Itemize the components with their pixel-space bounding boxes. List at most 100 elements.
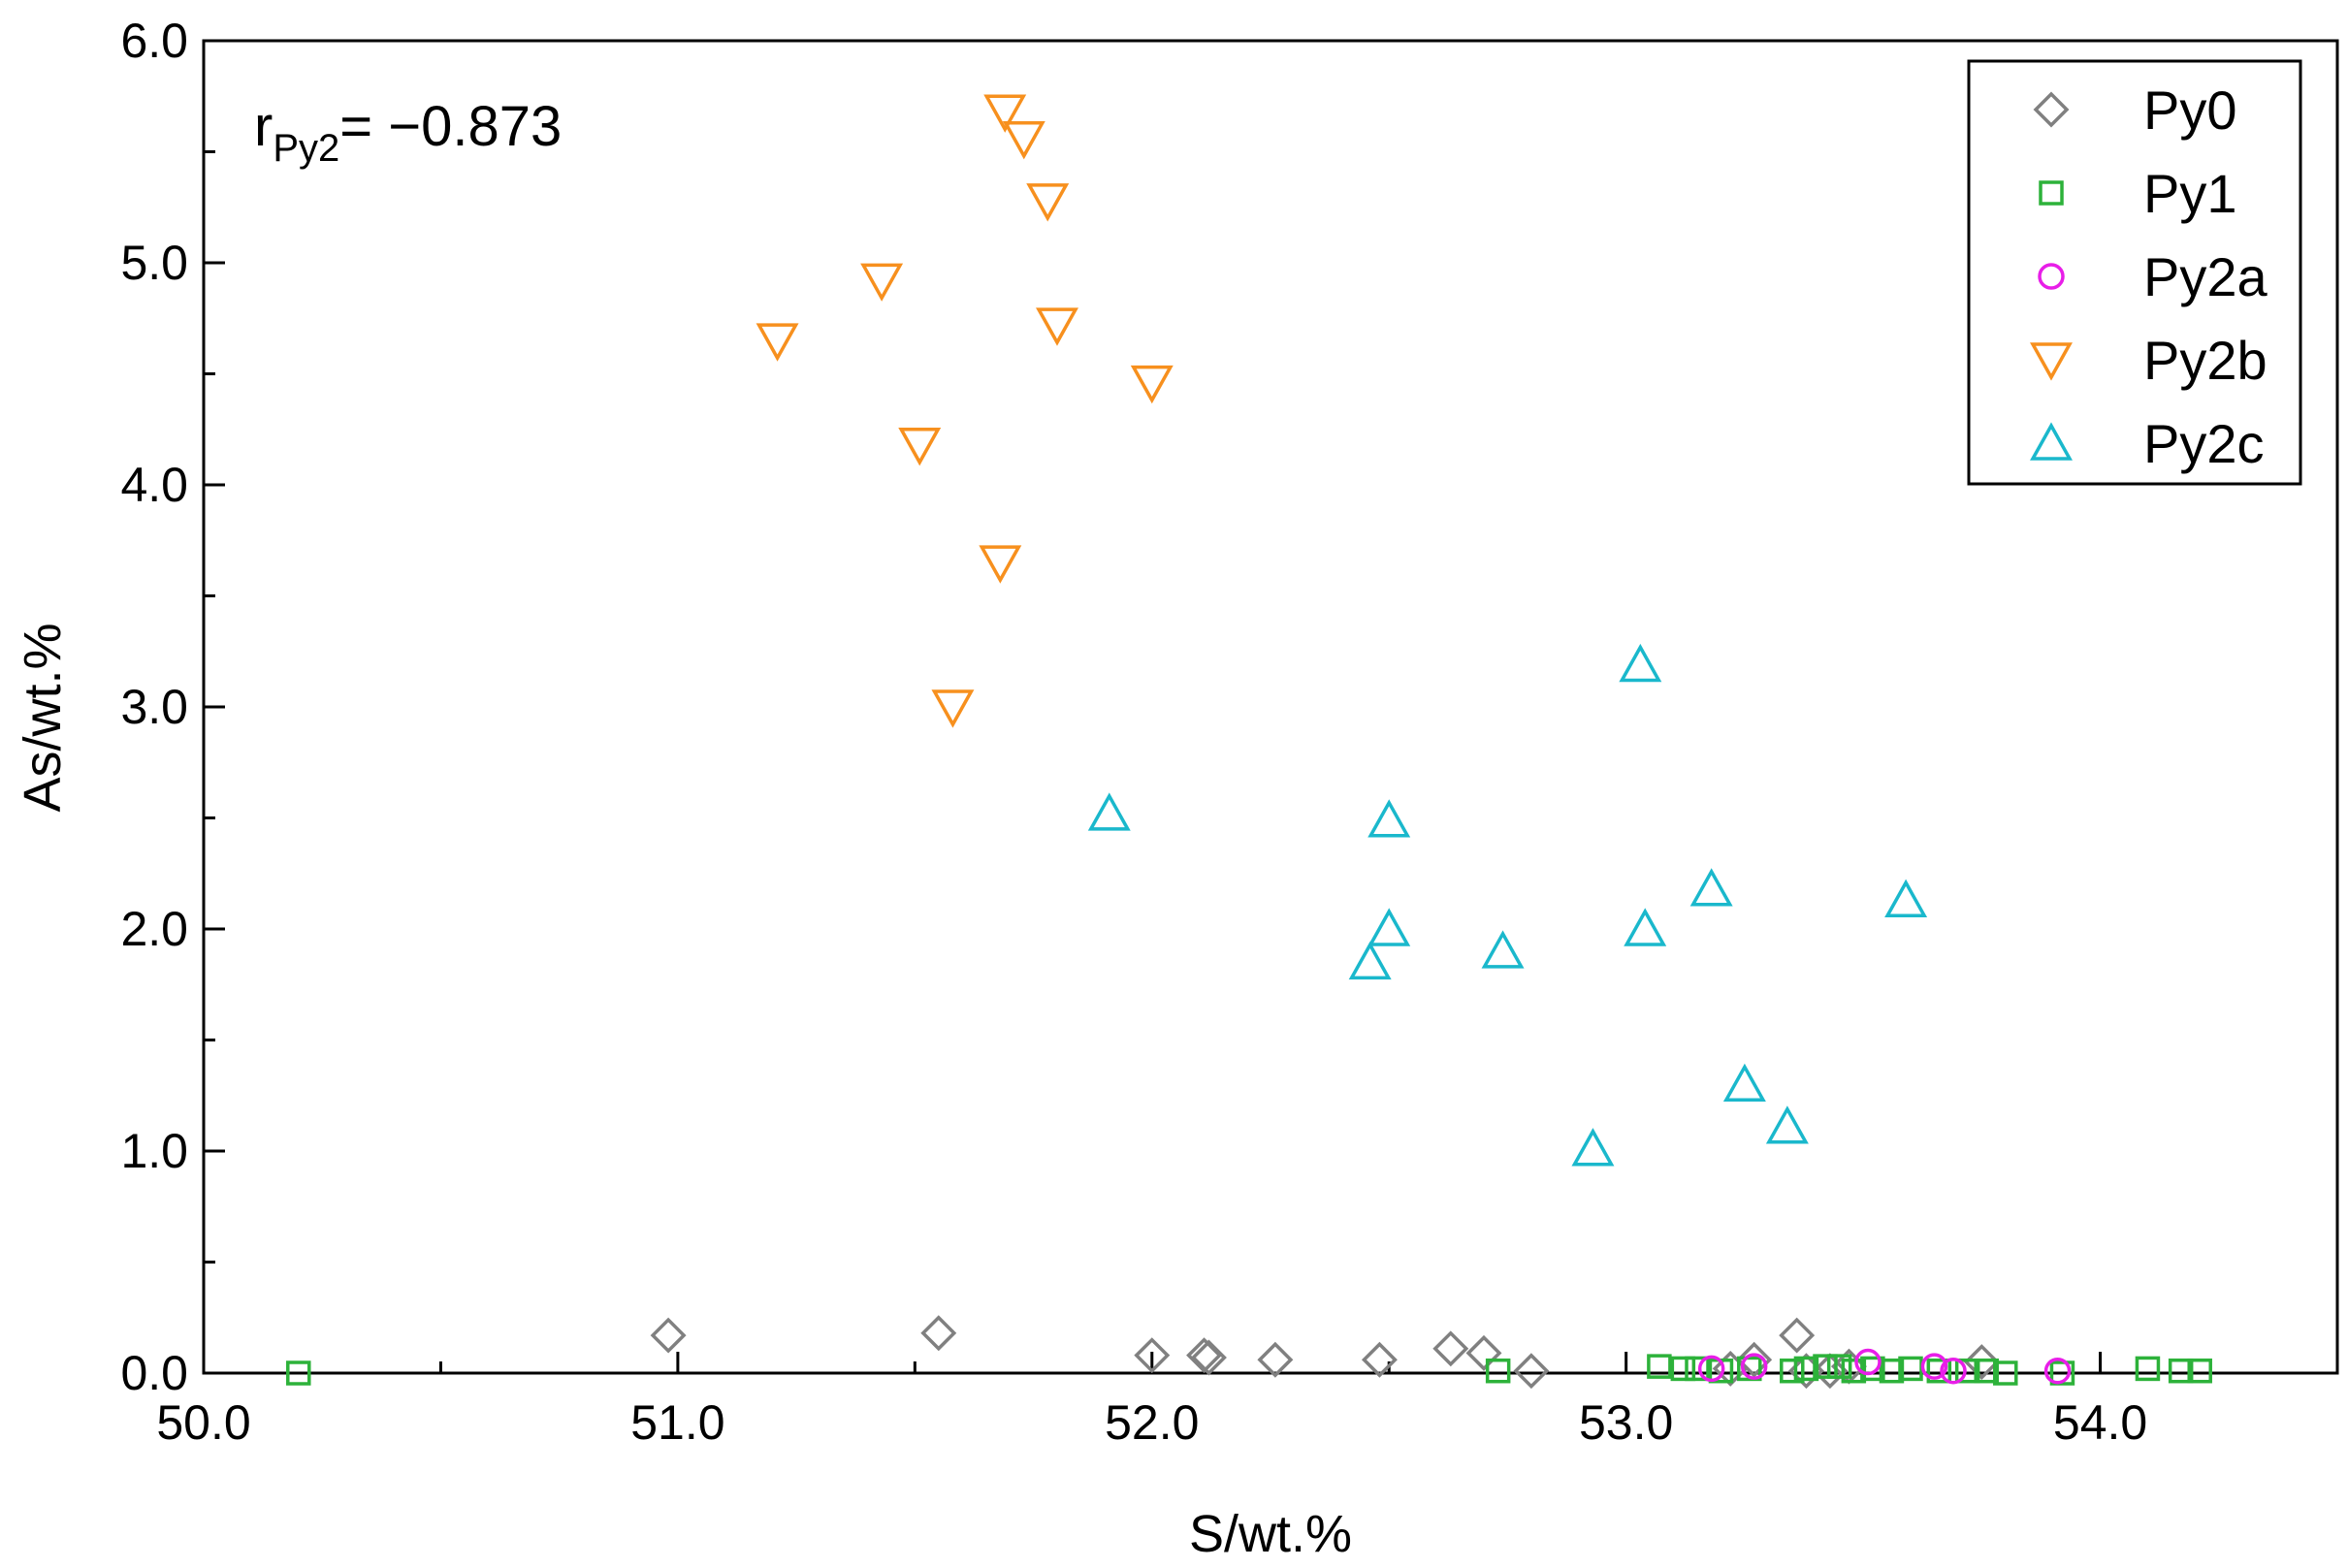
py2c-point	[1481, 930, 1525, 969]
py2c-point	[1087, 792, 1131, 831]
y-tick-label: 3.0	[120, 680, 188, 734]
py0-point	[1465, 1334, 1502, 1371]
py1-point	[286, 1360, 311, 1386]
legend-box	[1967, 59, 2302, 486]
py1-point	[1841, 1358, 1867, 1384]
series-py2c	[1087, 643, 1928, 1167]
py1-point	[1974, 1358, 1999, 1384]
series-py2a	[1697, 1348, 2072, 1385]
series-py2b	[756, 94, 1174, 728]
py2b-point	[931, 689, 975, 728]
py2b-point	[756, 323, 799, 362]
py0-point	[1361, 1341, 1398, 1378]
py0-point	[1963, 1344, 2000, 1381]
y-tick-label: 0.0	[120, 1346, 188, 1400]
py2c-point	[1624, 908, 1667, 946]
py1-point	[1879, 1358, 1905, 1384]
legend-item-py2b: Py2b	[2030, 330, 2268, 391]
y-tick-label: 5.0	[120, 236, 188, 290]
x-tick-label: 52.0	[1105, 1395, 1199, 1450]
py2a-point	[1740, 1353, 1768, 1380]
py2c-point	[1722, 1063, 1766, 1103]
legend-label: Py2c	[2143, 413, 2265, 474]
x-tick-label: 50.0	[156, 1395, 250, 1450]
y-tick-label: 4.0	[120, 458, 188, 512]
py0-point	[920, 1315, 957, 1352]
correlation-subscript: Py2	[273, 127, 339, 170]
py2b-point	[1026, 183, 1070, 222]
py1-point	[1647, 1354, 1672, 1379]
py2b-point	[1036, 307, 1078, 346]
py1-point	[2135, 1356, 2161, 1382]
py0-point	[1513, 1353, 1550, 1390]
py2c-point	[1619, 643, 1662, 683]
py1-point	[1813, 1354, 1838, 1379]
py2c-point	[1689, 868, 1733, 907]
legend-label: Py0	[2143, 80, 2237, 141]
py2b-point	[983, 94, 1027, 133]
legend-marker	[2039, 180, 2064, 206]
py1-point	[1485, 1358, 1511, 1384]
py2c-point	[1367, 908, 1411, 946]
x-tick-label: 53.0	[1579, 1395, 1673, 1450]
py0-point	[650, 1317, 687, 1354]
py2b-point	[1130, 365, 1174, 404]
py0-point	[1812, 1353, 1849, 1390]
py2b-point	[898, 428, 942, 466]
py2c-point	[1348, 941, 1392, 980]
py2b-point	[860, 263, 904, 302]
py0-point	[1736, 1341, 1773, 1378]
py0-point	[1257, 1341, 1294, 1378]
series-py1	[286, 1354, 2212, 1386]
py2a-point	[2043, 1357, 2072, 1385]
legend-label: Py2b	[2143, 330, 2268, 391]
py2a-point	[1854, 1348, 1882, 1376]
py2b-point	[979, 545, 1022, 584]
legend-label: Py1	[2143, 163, 2237, 224]
py0-point	[1779, 1317, 1816, 1354]
correlation-annotation: rPy2= −0.873	[254, 95, 562, 170]
legend-marker	[2030, 422, 2073, 461]
py2a-point	[1697, 1355, 1725, 1383]
py2c-point	[1884, 879, 1928, 917]
py2a-point	[1940, 1357, 1967, 1385]
py1-point	[1737, 1356, 1762, 1382]
y-tick-label: 1.0	[120, 1124, 188, 1178]
correlation-value: = −0.873	[339, 95, 562, 158]
py2c-point	[1367, 799, 1411, 838]
py1-point	[2187, 1358, 2212, 1384]
legend-marker	[2038, 263, 2065, 290]
legend-item-py0: Py0	[2033, 80, 2237, 141]
py2c-point	[1765, 1105, 1809, 1144]
py0-point	[1432, 1330, 1469, 1367]
legend-item-py2c: Py2c	[2030, 413, 2265, 474]
py1-point	[1954, 1358, 1980, 1384]
legend-item-py1: Py1	[2039, 163, 2237, 224]
py0-point	[1186, 1337, 1223, 1374]
correlation-symbol: r	[254, 95, 273, 158]
py1-point	[1826, 1354, 1852, 1379]
legend: Py0 Py1 Py2a Py2b Py2c	[1967, 59, 2302, 486]
x-tick-label: 54.0	[2053, 1395, 2147, 1450]
py2a-point	[1920, 1353, 1948, 1380]
py2c-point	[1571, 1128, 1615, 1167]
data-points	[286, 94, 2212, 1390]
py0-point	[1134, 1337, 1171, 1374]
py1-point	[2168, 1358, 2194, 1384]
legend-item-py2a: Py2a	[2038, 246, 2268, 307]
py1-point	[2049, 1360, 2075, 1386]
py1-point	[1780, 1358, 1805, 1384]
x-axis-title: S/wt.%	[1189, 1505, 1352, 1563]
py1-point	[1860, 1356, 1885, 1382]
y-tick-label: 2.0	[120, 902, 188, 956]
axes: 50.0 51.0 52.0 53.0 54.0 0.0 1.0 2.0 3.0 4.0 5.0 6.…	[120, 14, 2339, 1450]
py1-point	[1670, 1356, 1696, 1382]
legend-label: Py2a	[2143, 246, 2268, 307]
legend-marker	[2030, 342, 2073, 381]
py1-point	[1926, 1358, 1952, 1384]
legend-marker	[2033, 91, 2070, 128]
y-axis-title: As/wt.%	[14, 623, 72, 812]
x-tick-label: 51.0	[630, 1395, 724, 1450]
py1-point	[1685, 1356, 1710, 1382]
